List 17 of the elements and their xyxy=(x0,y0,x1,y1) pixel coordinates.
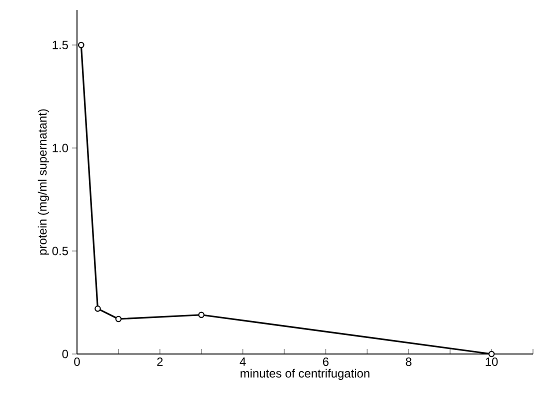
x-tick-label: 2 xyxy=(157,358,163,366)
point xyxy=(78,42,84,48)
x-tick-label: 4 xyxy=(240,358,246,366)
point xyxy=(198,312,205,318)
x-axis-title: minutes of centrifugation xyxy=(240,368,370,380)
point xyxy=(94,306,101,312)
point xyxy=(115,316,122,322)
y-tick-label: 1.0 xyxy=(52,144,68,152)
x-tick-label: 8 xyxy=(406,358,412,366)
x-tick-label: 0 xyxy=(74,358,80,366)
x-tick-label: 6 xyxy=(323,358,329,366)
y-axis-title: protein (mg/ml supernatant) xyxy=(38,109,50,255)
y-tick-label: 1.5 xyxy=(52,40,68,50)
point xyxy=(488,350,495,358)
y-tick-label: 0.5 xyxy=(52,246,68,256)
y-tick-label: 0 xyxy=(62,350,68,358)
x-tick-label: 10 xyxy=(486,358,498,366)
